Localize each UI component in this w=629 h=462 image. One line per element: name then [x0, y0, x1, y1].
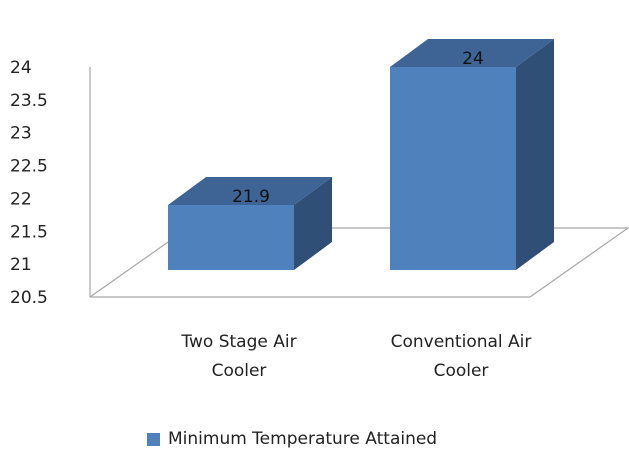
category-label: Conventional Air — [391, 332, 532, 352]
bar-side — [294, 177, 332, 270]
bar — [390, 67, 516, 270]
floor-outline — [89, 227, 629, 298]
bar-top — [168, 177, 332, 205]
data-label: 21.9 — [232, 187, 270, 207]
y-tick-label: 21 — [10, 255, 32, 275]
legend: Minimum Temperature Attained — [147, 429, 437, 449]
y-tick-label: 21.5 — [10, 222, 48, 242]
y-tick-label: 22 — [10, 189, 32, 209]
legend-swatch — [147, 432, 160, 446]
category-label: Cooler — [212, 361, 267, 381]
data-label: 24 — [462, 49, 484, 69]
category-label: Cooler — [434, 361, 489, 381]
y-tick-label: 20.5 — [10, 288, 48, 308]
bar-side — [516, 39, 554, 270]
legend-label: Minimum Temperature Attained — [168, 429, 438, 449]
bar — [168, 205, 294, 270]
y-tick-label: 23.5 — [10, 91, 48, 111]
y-tick-label: 23 — [10, 124, 32, 144]
category-label: Two Stage Air — [180, 332, 296, 352]
bar-top — [390, 39, 554, 67]
y-tick-label: 24 — [10, 58, 32, 78]
y-tick-label: 22.5 — [10, 157, 48, 177]
